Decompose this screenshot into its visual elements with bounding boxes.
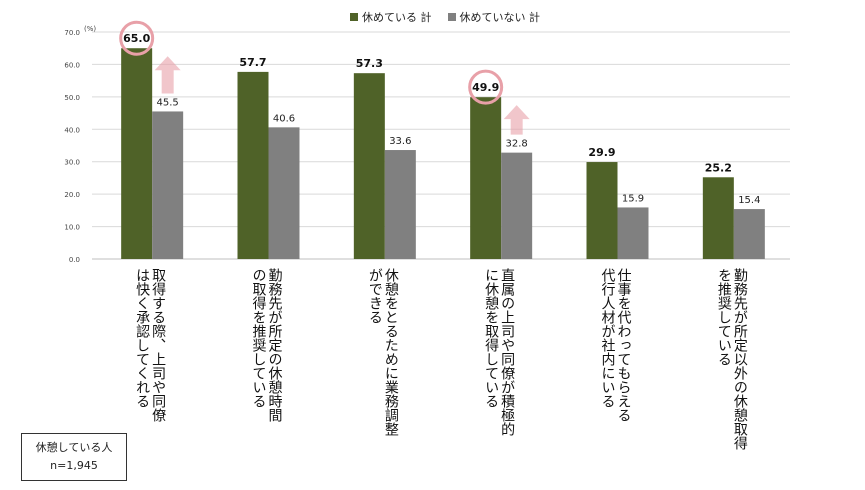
data-label-rested: 57.3	[356, 57, 383, 70]
sample-note-title: 休憩している人	[35, 441, 113, 454]
y-unit-label: (%)	[84, 25, 96, 33]
data-label-not-rested: 33.6	[389, 136, 411, 147]
x-category-label: の取得を推奨している	[251, 268, 267, 408]
data-label-not-rested: 15.4	[738, 195, 760, 206]
data-label-rested: 49.9	[472, 81, 499, 94]
bar-rested	[353, 73, 385, 259]
legend-swatch-not-rested	[447, 13, 456, 21]
x-category-label: 直属の上司や同僚が積極的	[499, 267, 515, 436]
y-tick-label: 70.0	[64, 29, 80, 37]
x-category-label: 取得する際、上司や同僚	[150, 268, 166, 422]
bar-not-rested	[501, 152, 533, 259]
data-label-not-rested: 15.9	[622, 193, 644, 204]
y-tick-label: 30.0	[64, 159, 80, 167]
bar-not-rested	[617, 207, 649, 259]
y-tick-label: 50.0	[64, 94, 80, 102]
data-label-not-rested: 45.5	[157, 97, 179, 108]
bar-rested	[470, 97, 502, 259]
legend-swatch-rested	[350, 13, 358, 21]
bar-rested	[121, 48, 153, 259]
bar-not-rested	[268, 127, 300, 259]
bar-rested	[702, 177, 734, 259]
sample-note-box: 休憩している人 n=1,945	[21, 433, 127, 481]
x-category-label: は快く承認してくれる	[134, 268, 150, 408]
x-category-label: 勤務先が所定の休憩時間	[267, 268, 283, 423]
data-label-rested: 57.7	[239, 56, 266, 69]
legend-item-rested: 休めている 計	[350, 9, 432, 25]
y-tick-label: 40.0	[64, 126, 80, 134]
chart-legend: 休めている 計 休めていない 計	[350, 9, 540, 25]
x-category-label: を推奨している	[716, 268, 732, 366]
bar-not-rested	[384, 150, 416, 259]
bar-not-rested	[733, 209, 765, 259]
y-tick-label: 0.0	[69, 256, 80, 264]
data-label-rested: 25.2	[705, 161, 732, 174]
x-category-label: 勤務先が所定以外の休憩取得	[732, 268, 748, 450]
x-category-label: ができる	[367, 268, 383, 324]
sample-note-count: n=1,945	[50, 459, 98, 472]
y-tick-label: 60.0	[64, 61, 80, 69]
legend-item-not-rested: 休めていない 計	[447, 9, 541, 25]
bar-rested	[586, 162, 618, 259]
x-category-label: 休憩をとるために業務調整	[383, 268, 399, 436]
y-tick-label: 10.0	[64, 224, 80, 232]
highlight-circle	[468, 69, 504, 105]
bar-not-rested	[152, 111, 184, 259]
x-category-label: に休憩を取得している	[483, 268, 499, 408]
data-label-not-rested: 32.8	[506, 139, 528, 150]
highlight-circle	[119, 20, 155, 56]
legend-label-not-rested: 休めていない 計	[459, 11, 541, 24]
data-label-not-rested: 40.6	[273, 113, 295, 124]
data-label-rested: 65.0	[123, 32, 150, 45]
legend-label-rested: 休めている 計	[362, 11, 432, 24]
x-category-label: 仕事を代わってもらえる	[616, 268, 632, 422]
data-label-rested: 29.9	[588, 146, 615, 159]
bar-rested	[237, 71, 269, 259]
x-category-label: 代行人材が社内にいる	[600, 268, 616, 408]
y-tick-label: 20.0	[64, 191, 80, 199]
increase-arrow	[503, 105, 530, 135]
increase-arrow	[154, 56, 181, 94]
